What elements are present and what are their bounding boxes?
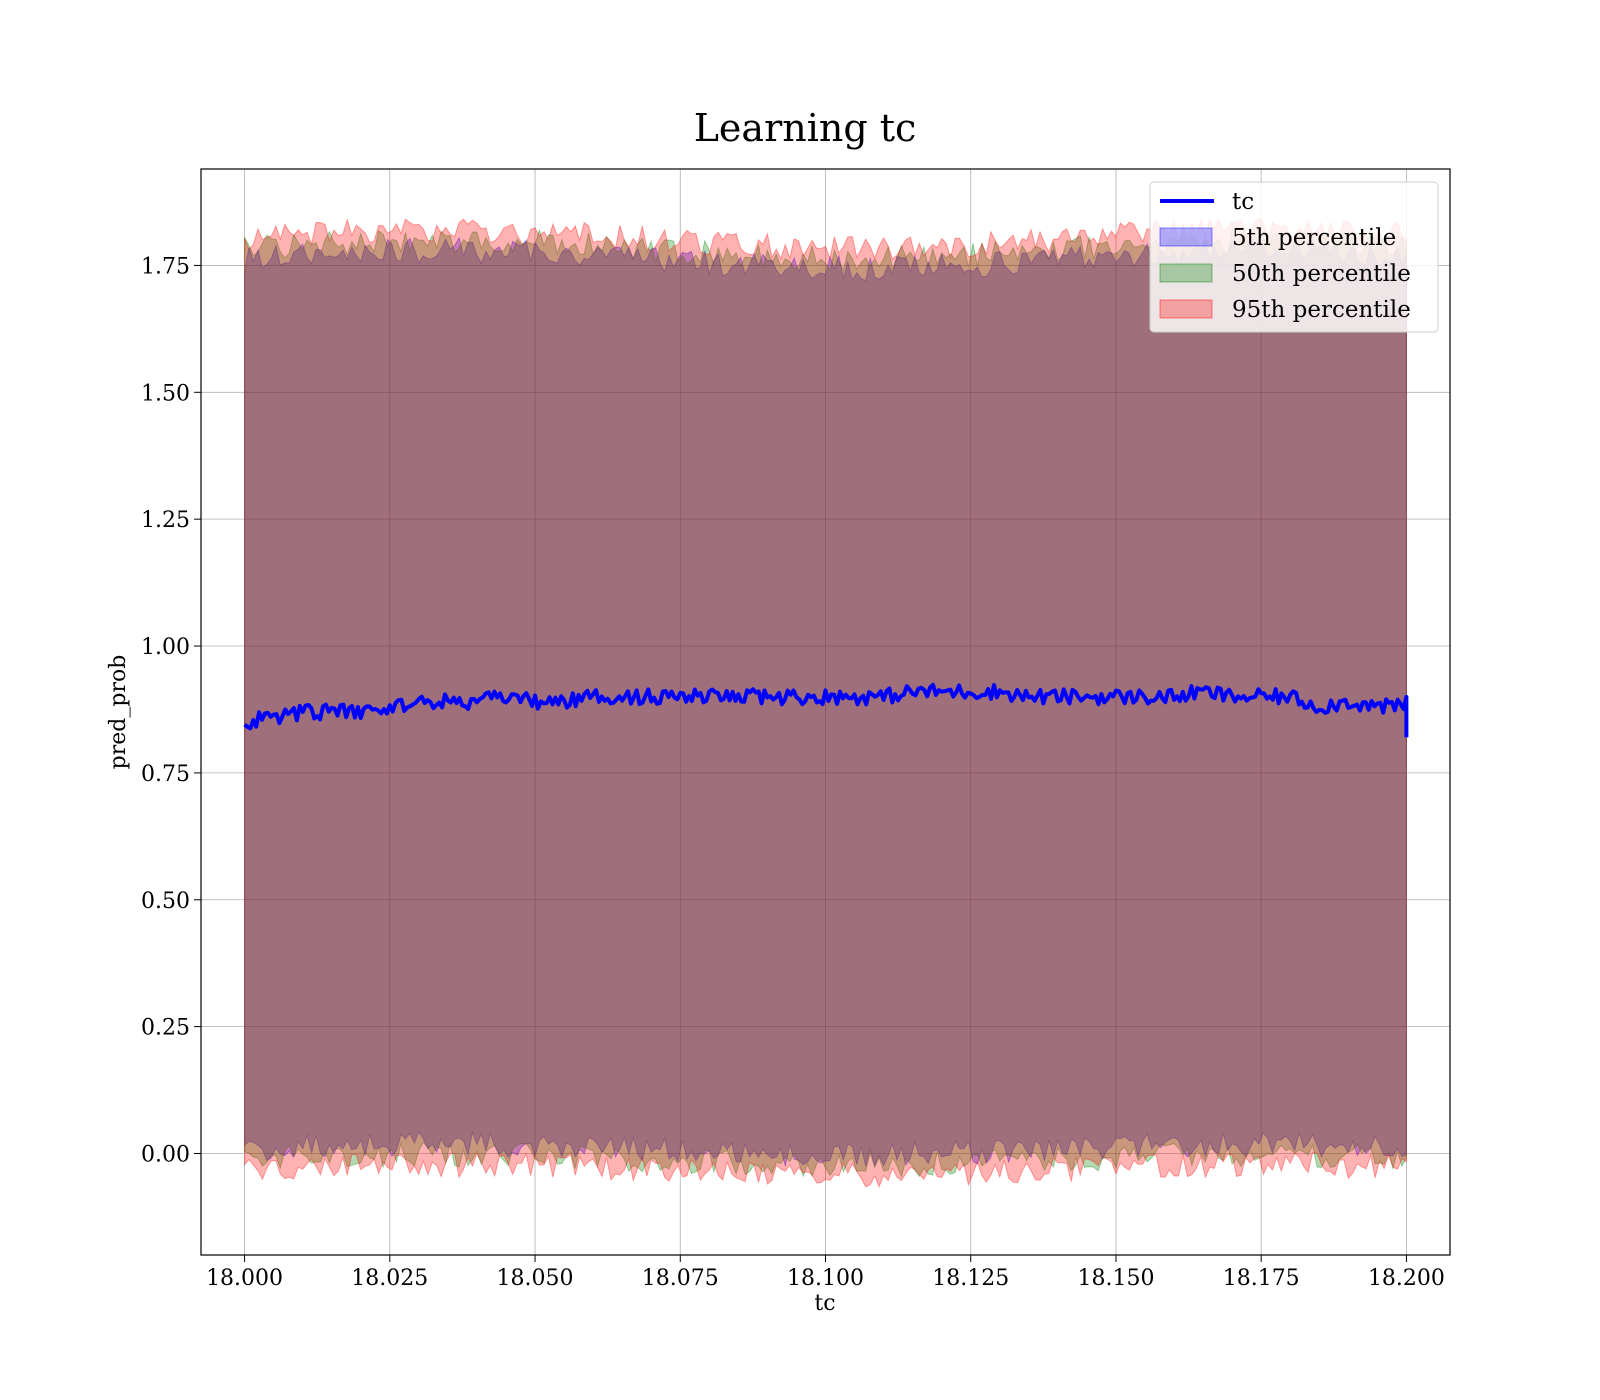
- band-50th-percentile: [244, 228, 1407, 1179]
- legend-label-50th: 50th percentile: [1232, 261, 1411, 287]
- legend-label-tc: tc: [1232, 189, 1254, 215]
- legend-swatch-95th: [1159, 299, 1213, 319]
- y-tick-label-7: 1.75: [141, 254, 190, 279]
- y-tick-label-5: 1.25: [141, 508, 190, 533]
- band-95th-percentile: [244, 217, 1407, 1189]
- y-tick-label-3: 0.75: [141, 762, 190, 787]
- x-tick-label-4: 18.100: [787, 1266, 864, 1291]
- percentile-bands: [244, 217, 1407, 1189]
- x-tick-label-1: 18.025: [351, 1266, 428, 1291]
- x-tick-label-5: 18.125: [932, 1266, 1009, 1291]
- x-tick-label-2: 18.050: [497, 1266, 574, 1291]
- y-tick-label-1: 0.25: [141, 1016, 190, 1041]
- y-tick-label-0: 0.00: [141, 1143, 190, 1168]
- tc-line: [243, 682, 1409, 738]
- legend-label-95th: 95th percentile: [1232, 297, 1411, 323]
- x-tick-label-3: 18.075: [642, 1266, 719, 1291]
- y-tick-label-4: 1.00: [141, 635, 190, 660]
- chart-title: Learning tc: [694, 106, 917, 150]
- legend-box: [1149, 181, 1439, 333]
- x-tick-label-6: 18.150: [1077, 1266, 1154, 1291]
- legend-swatch-5th: [1159, 227, 1213, 247]
- legend-label-5th: 5th percentile: [1232, 225, 1396, 251]
- x-axis-label: tc: [814, 1291, 835, 1316]
- x-tick-label-0: 18.000: [206, 1266, 283, 1291]
- x-axis-ticks: 18.000 18.025 18.050 18.075 18.100 18.125 18.1…: [206, 1255, 1445, 1291]
- x-tick-label-8: 18.200: [1368, 1266, 1445, 1291]
- x-tick-label-7: 18.175: [1223, 1266, 1300, 1291]
- y-tick-label-6: 1.50: [141, 381, 190, 406]
- grid: [201, 169, 1450, 1255]
- y-axis-label: pred_prob: [106, 655, 131, 770]
- y-tick-label-2: 0.50: [141, 889, 190, 914]
- y-axis-ticks: 0.00 0.25 0.50 0.75 1.00 1.25 1.50 1.75: [141, 254, 201, 1168]
- band-5th-percentile: [244, 236, 1407, 1168]
- legend: tc 5th percentile 50th percentile 95th p…: [1149, 181, 1439, 333]
- legend-swatch-50th: [1159, 263, 1213, 283]
- tc-line-layer: [243, 682, 1409, 738]
